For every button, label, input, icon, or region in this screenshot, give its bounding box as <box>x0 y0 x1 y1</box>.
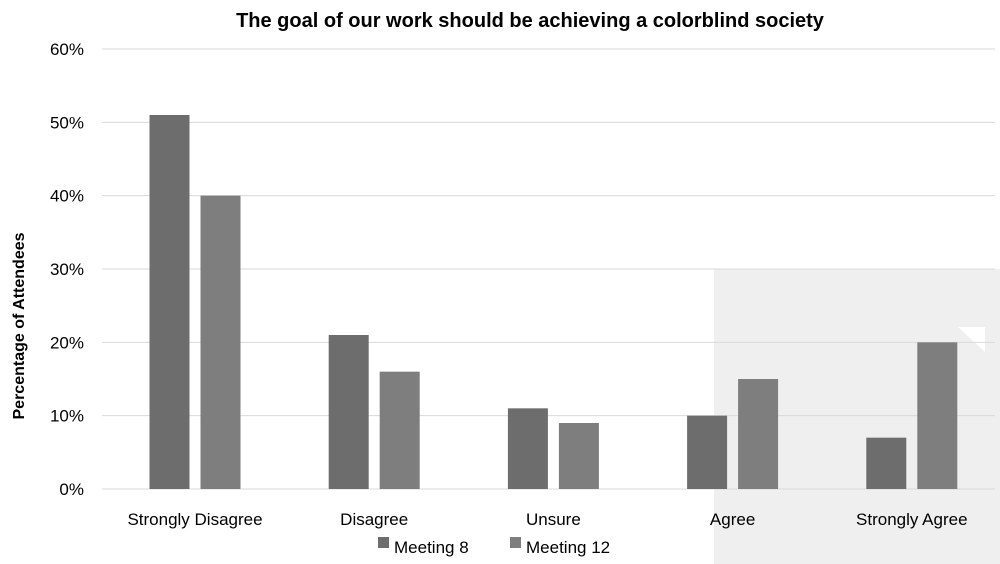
x-category-label: Strongly Disagree <box>127 510 262 529</box>
bar-meeting-8 <box>687 415 728 489</box>
x-category-label: Strongly Agree <box>856 510 968 529</box>
chart-title: The goal of our work should be achieving… <box>236 10 825 32</box>
bar-meeting-12 <box>379 371 420 489</box>
y-tick-label: 50% <box>50 113 84 132</box>
bar-meeting-12 <box>738 379 779 489</box>
legend-swatch <box>510 537 521 548</box>
bar-meeting-12 <box>200 195 241 489</box>
bar-meeting-8 <box>149 115 190 489</box>
legend-label: Meeting 8 <box>394 538 469 557</box>
y-tick-label: 30% <box>50 260 84 279</box>
y-axis-ticks: 0% 10% 20% 30% 40% 50% 60% <box>50 40 84 499</box>
legend-swatch <box>378 537 389 548</box>
y-tick-label: 10% <box>50 407 84 426</box>
gridlines <box>102 48 995 490</box>
x-category-label: Unsure <box>526 510 581 529</box>
x-category-label: Agree <box>710 510 755 529</box>
bar-meeting-12 <box>558 423 599 489</box>
y-tick-label: 20% <box>50 333 84 352</box>
watermark-mark <box>958 327 985 352</box>
y-tick-label: 40% <box>50 187 84 206</box>
y-tick-label: 60% <box>50 40 84 59</box>
legend-label: Meeting 12 <box>526 538 610 557</box>
bar-meeting-12 <box>917 342 958 489</box>
bar-meeting-8 <box>507 408 548 489</box>
legend: Meeting 8 Meeting 12 <box>378 537 610 557</box>
x-category-label: Disagree <box>340 510 408 529</box>
bars <box>149 115 958 489</box>
bar-meeting-8 <box>866 437 907 489</box>
y-axis-label: Percentage of Attendees <box>11 232 28 419</box>
y-tick-label: 0% <box>59 480 84 499</box>
x-axis-categories: Strongly Disagree Disagree Unsure Agree Stro… <box>127 510 967 529</box>
bar-meeting-8 <box>328 335 369 489</box>
